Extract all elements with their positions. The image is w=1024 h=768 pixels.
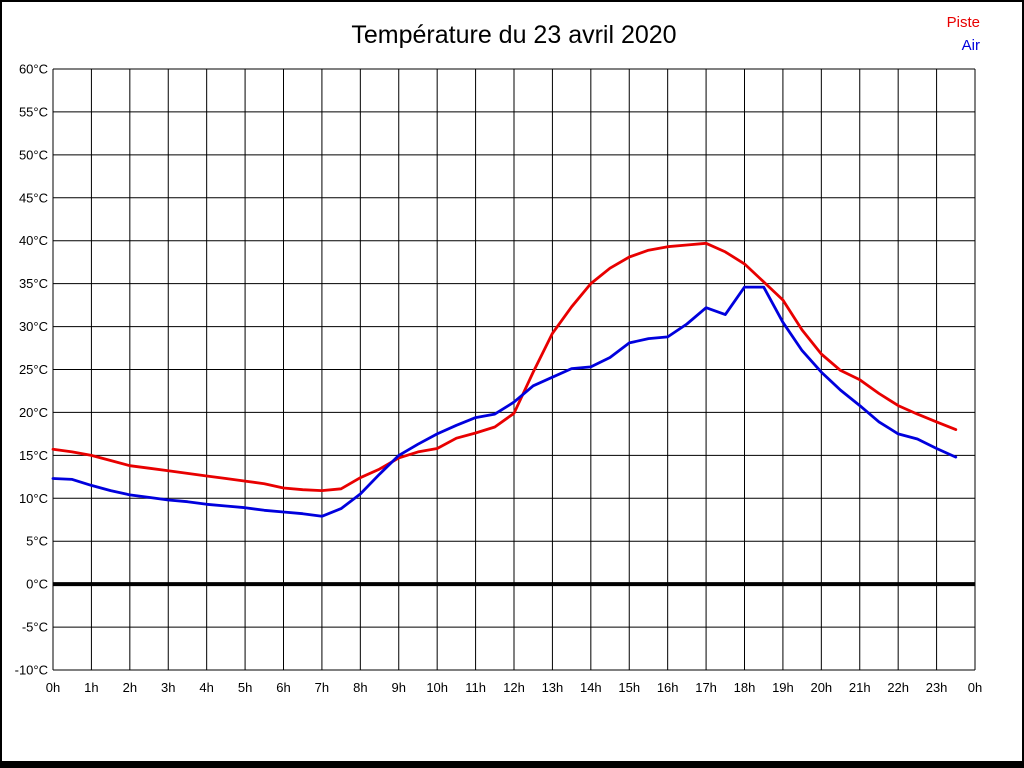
x-axis-tick-label: 12h xyxy=(503,680,525,695)
y-axis-tick-label: 40°C xyxy=(19,233,48,248)
x-axis-tick-label: 2h xyxy=(123,680,137,695)
x-axis-tick-label: 20h xyxy=(810,680,832,695)
y-axis-tick-label: 50°C xyxy=(19,147,48,162)
x-axis-tick-label: 13h xyxy=(542,680,564,695)
x-axis-tick-label: 17h xyxy=(695,680,717,695)
x-axis-tick-label: 22h xyxy=(887,680,909,695)
legend-label-air: Air xyxy=(961,37,980,54)
temperature-line-piste xyxy=(51,241,958,493)
x-axis-tick-label: 3h xyxy=(161,680,175,695)
y-axis-tick-label: 55°C xyxy=(19,104,48,119)
x-axis-tick-label: 23h xyxy=(926,680,948,695)
temperature-line-air xyxy=(51,285,958,518)
x-axis-tick-label: 10h xyxy=(426,680,448,695)
x-axis-tick-label: 14h xyxy=(580,680,602,695)
bottom-border-bar xyxy=(2,761,1022,766)
y-axis-tick-label: 30°C xyxy=(19,319,48,334)
x-axis-tick-label: 4h xyxy=(199,680,213,695)
x-axis-tick-label: 11h xyxy=(465,680,486,695)
legend-label-piste: Piste xyxy=(946,14,980,31)
x-axis-tick-label: 0h xyxy=(46,680,60,695)
x-axis-tick-label: 19h xyxy=(772,680,794,695)
x-axis-tick-label: 16h xyxy=(657,680,679,695)
x-axis-tick-label: 0h xyxy=(968,680,982,695)
y-axis-tick-label: 45°C xyxy=(19,190,48,205)
x-axis-tick-label: 7h xyxy=(315,680,329,695)
x-axis-tick-label: 5h xyxy=(238,680,252,695)
y-axis-tick-label: 25°C xyxy=(19,362,48,377)
x-axis-tick-label: 18h xyxy=(734,680,756,695)
y-axis-tick-label: 60°C xyxy=(19,62,48,77)
y-axis-tick-label: 10°C xyxy=(19,491,48,506)
y-axis-tick-label: -10°C xyxy=(15,663,48,678)
y-axis-tick-label: -5°C xyxy=(22,620,48,635)
y-axis-tick-label: 20°C xyxy=(19,405,48,420)
x-axis-tick-label: 6h xyxy=(276,680,290,695)
x-axis-tick-label: 1h xyxy=(84,680,98,695)
y-axis-tick-label: 15°C xyxy=(19,448,48,463)
y-axis-tick-label: 0°C xyxy=(26,577,48,592)
x-axis-tick-label: 15h xyxy=(618,680,640,695)
legend-item-air: Air xyxy=(962,37,980,54)
y-axis-tick-label: 5°C xyxy=(26,534,48,549)
x-axis-tick-label: 21h xyxy=(849,680,871,695)
chart-title: Température du 23 avril 2020 xyxy=(351,21,677,49)
x-axis-tick-label: 8h xyxy=(353,680,367,695)
y-axis-tick-label: 35°C xyxy=(19,276,48,291)
legend-item-piste: Piste xyxy=(947,14,980,31)
x-axis-tick-label: 9h xyxy=(392,680,406,695)
